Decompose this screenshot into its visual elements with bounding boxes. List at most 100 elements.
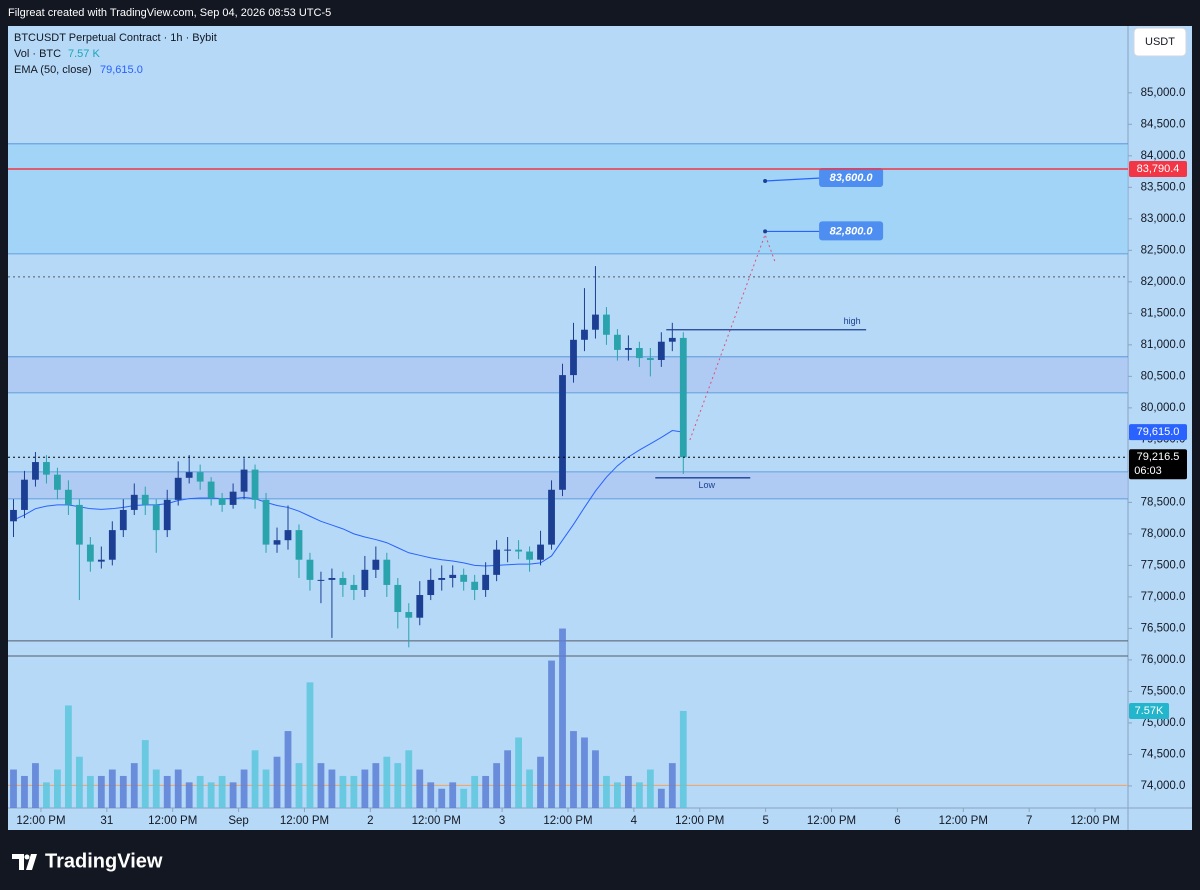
volume-bar [383,756,391,808]
y-tick-label: 85,000.0 [1141,87,1186,99]
candle-body [614,334,621,350]
y-tick-label: 75,500.0 [1141,685,1186,697]
volume-bar [646,769,654,808]
volume-bar [416,769,424,808]
candle-body [163,499,171,531]
y-tick-label: 80,500.0 [1141,370,1186,382]
volume-bar [130,763,138,808]
volume-bar [86,775,94,808]
currency-button[interactable] [1133,27,1187,57]
price-tag-label: 83,790.4 [1137,163,1180,175]
y-tick-label: 84,500.0 [1141,118,1186,130]
currency[interactable]: USDT [1145,36,1175,48]
brand: TradingView [45,850,163,872]
zone [8,471,1128,499]
volume-bar [54,769,61,808]
y-tick-label: 74,000.0 [1141,780,1186,792]
candle-body [273,540,281,545]
price-tag [1129,449,1187,480]
price-tag [1129,161,1187,178]
target-box [819,221,884,241]
top-bar [0,0,1200,26]
volume-bar [64,705,72,808]
volume-bar [10,769,17,808]
y-tick-label: 81,500.0 [1141,307,1186,319]
y-tick-label: 83,000.0 [1141,213,1186,225]
candle-body [174,477,182,500]
x-tick-label: 12:00 PM [675,815,724,827]
volume-bar [196,775,204,808]
candle-body [108,530,116,560]
x-tick-label: 12:00 PM [280,815,329,827]
volume-bar [152,769,160,808]
x-tick-label: 12:00 PM [148,815,197,827]
candle-body [570,339,577,376]
volume-bar [141,740,149,808]
volume-bar [482,775,490,808]
volume-bar [526,769,533,808]
x-tick-label: 12:00 PM [412,815,461,827]
candle-body [504,549,512,551]
y-tick-label: 74,500.0 [1141,748,1186,760]
volume-bar [295,763,303,808]
y-tick-label: 83,500.0 [1141,181,1186,193]
candle-body [295,530,303,560]
candle-body [185,472,193,478]
candle-body [482,574,490,590]
y-tick-label: 82,000.0 [1141,276,1186,288]
volume-bar [185,782,193,808]
volume-bar [679,710,687,808]
volume-bar [603,775,610,808]
y-tick-label: 77,500.0 [1141,559,1186,571]
candle-body [207,481,215,498]
volume-bar [218,775,226,808]
candle-body [43,462,50,475]
candle-body [493,549,501,575]
target-label: 82,800.0 [830,225,874,237]
y-tick-label: 76,000.0 [1141,654,1186,666]
zone [8,356,1128,393]
mark-label: high [844,316,861,326]
target-point [763,229,768,234]
volume-bar [207,782,215,808]
volume-bar [43,782,50,808]
volume-bar [460,788,468,808]
candle-body [54,474,61,490]
x-tick-label: 31 [100,815,113,827]
ema-value: 79,615.0 [100,64,143,76]
volume-bar [592,750,599,808]
candle-body [679,337,687,458]
candle-body [130,494,138,510]
volume-bar [438,788,446,808]
y-tick-label: 80,000.0 [1141,402,1186,414]
ema-label: EMA (50, close) [14,64,92,76]
candle-body [383,559,391,585]
candle-body [460,574,468,582]
candle-body [537,544,544,560]
candle-body [471,581,479,590]
volume-bar [548,660,555,808]
y-tick-label: 81,000.0 [1141,339,1186,351]
candle-body [581,329,588,340]
mark-label: Low [699,480,716,490]
volume-bar [97,775,105,808]
price-tag-sub: 06:03 [1134,465,1162,477]
volume-bar [262,769,270,808]
candle-body [284,530,292,541]
candle-body [624,348,632,350]
candle-body [339,578,347,585]
y-tick-label: 84,000.0 [1141,150,1186,162]
x-tick-label: 4 [631,815,638,827]
candle-body [317,579,325,581]
target-line [765,177,822,182]
header: Filgreat created with TradingView.com, S… [8,7,331,19]
volume-bar [306,682,314,808]
volume-bar [581,737,588,808]
zone [8,143,1128,254]
volume-bar [32,763,39,808]
volume-bar [394,763,402,808]
volume-bar [240,769,248,808]
volume-bar [273,756,281,808]
candle-body [592,314,599,330]
